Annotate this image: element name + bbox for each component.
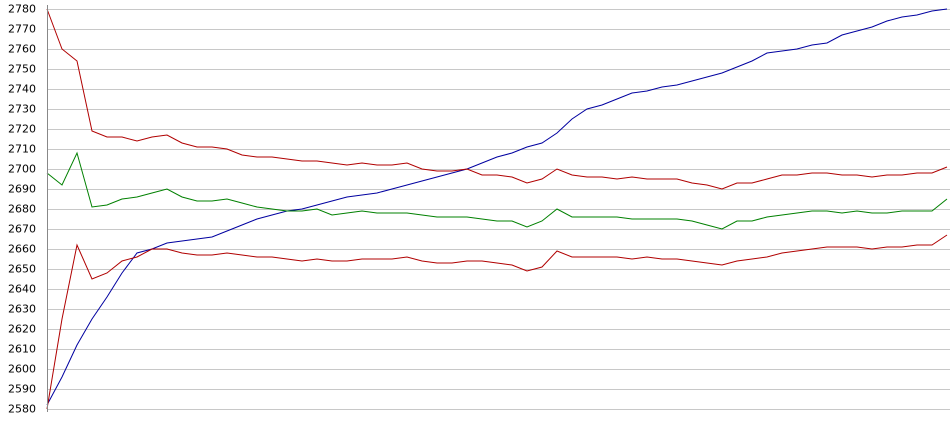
y-tick-label: 2680 bbox=[8, 203, 36, 216]
lines bbox=[46, 8, 948, 410]
y-tick-label: 2630 bbox=[8, 303, 36, 316]
y-tick-label: 2590 bbox=[8, 383, 36, 396]
y-tick-label: 2780 bbox=[8, 3, 36, 16]
series-line bbox=[46, 151, 948, 230]
y-tick-label: 2710 bbox=[8, 143, 36, 156]
y-tick-label: 2620 bbox=[8, 323, 36, 336]
y-tick-label: 2580 bbox=[8, 403, 36, 416]
grid bbox=[47, 9, 950, 410]
series-line bbox=[46, 8, 948, 190]
y-tick-label: 2670 bbox=[8, 223, 36, 236]
y-tick-label: 2760 bbox=[8, 43, 36, 56]
y-tick-label: 2640 bbox=[8, 283, 36, 296]
y-tick-label: 2740 bbox=[8, 83, 36, 96]
y-tick-label: 2660 bbox=[8, 243, 36, 256]
series-line bbox=[46, 8, 948, 406]
y-tick-label: 2750 bbox=[8, 63, 36, 76]
y-tick-label: 2770 bbox=[8, 23, 36, 36]
y-tick-label: 2650 bbox=[8, 263, 36, 276]
y-tick-label: 2730 bbox=[8, 103, 36, 116]
y-tick-label: 2690 bbox=[8, 183, 36, 196]
series-line bbox=[46, 234, 948, 410]
y-tick-label: 2700 bbox=[8, 163, 36, 176]
y-tick-label: 2610 bbox=[8, 343, 36, 356]
y-tick-label: 2720 bbox=[8, 123, 36, 136]
y-tick-label: 2600 bbox=[8, 363, 36, 376]
